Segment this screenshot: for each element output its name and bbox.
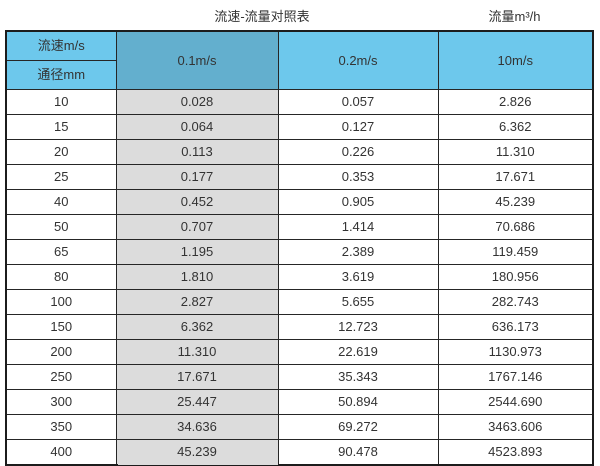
flow-value-cell: 2.827	[115, 289, 279, 315]
velocity-header-0-2ms: 0.2m/s	[277, 30, 439, 90]
flow-value-cell: 6.362	[437, 114, 594, 140]
flow-value-cell: 1.414	[277, 214, 439, 240]
flow-value-cell: 0.905	[277, 189, 439, 215]
flow-value-cell: 45.239	[437, 189, 594, 215]
flow-value-cell: 0.064	[115, 114, 279, 140]
flow-value-cell: 0.707	[115, 214, 279, 240]
flow-value-cell: 0.113	[115, 139, 279, 165]
flow-rate-table: 流速m/s 通径mm 0.1m/s 0.2m/s 10m/s 10 0.028 0.…	[5, 30, 594, 466]
diameter-cell: 10	[5, 89, 117, 115]
diameter-cell: 350	[5, 414, 117, 440]
diameter-cell: 50	[5, 214, 117, 240]
flow-value-cell: 636.173	[437, 314, 594, 340]
velocity-unit-label: 流速m/s	[7, 32, 116, 61]
diameter-cell: 400	[5, 439, 117, 466]
diameter-cell: 15	[5, 114, 117, 140]
table-row: 65 1.195 2.389 119.459	[5, 239, 594, 265]
diameter-cell: 100	[5, 289, 117, 315]
table-row: 300 25.447 50.894 2544.690	[5, 389, 594, 415]
flow-value-cell: 25.447	[115, 389, 279, 415]
flow-value-cell: 50.894	[277, 389, 439, 415]
diameter-cell: 150	[5, 314, 117, 340]
header-row: 流速m/s 通径mm 0.1m/s 0.2m/s 10m/s	[5, 30, 594, 90]
diameter-cell: 65	[5, 239, 117, 265]
velocity-header-10ms: 10m/s	[437, 30, 594, 90]
flow-value-cell: 90.478	[277, 439, 439, 466]
highlight-column-tail	[118, 459, 278, 465]
table-row: 10 0.028 0.057 2.826	[5, 89, 594, 115]
flow-value-cell: 1767.146	[437, 364, 594, 390]
corner-header-cell: 流速m/s 通径mm	[5, 30, 117, 90]
flow-value-cell: 0.452	[115, 189, 279, 215]
diameter-unit-label: 通径mm	[37, 67, 86, 82]
table-row: 80 1.810 3.619 180.956	[5, 264, 594, 290]
table-row: 15 0.064 0.127 6.362	[5, 114, 594, 140]
table-row: 400 45.239 90.478 4523.893	[5, 439, 594, 466]
diameter-cell: 300	[5, 389, 117, 415]
flow-value-cell: 2.389	[277, 239, 439, 265]
table-row: 150 6.362 12.723 636.173	[5, 314, 594, 340]
table-row: 50 0.707 1.414 70.686	[5, 214, 594, 240]
flow-value-cell: 180.956	[437, 264, 594, 290]
titlebar: 流速-流量对照表 流量m³/h	[0, 0, 600, 30]
flow-value-cell: 0.353	[277, 164, 439, 190]
flow-value-cell: 0.226	[277, 139, 439, 165]
flow-value-cell: 3.619	[277, 264, 439, 290]
table-row: 200 11.310 22.619 1130.973	[5, 339, 594, 365]
table-body: 10 0.028 0.057 2.826 15 0.064 0.127 6.362 20 0.11…	[5, 89, 594, 466]
flow-value-cell: 11.310	[437, 139, 594, 165]
flow-unit-label: 流量m³/h	[488, 9, 541, 24]
flow-value-cell: 0.177	[115, 164, 279, 190]
flow-value-cell: 3463.606	[437, 414, 594, 440]
table-row: 40 0.452 0.905 45.239	[5, 189, 594, 215]
flow-value-cell: 1.195	[115, 239, 279, 265]
flow-value-cell: 35.343	[277, 364, 439, 390]
flow-value-cell: 0.028	[115, 89, 279, 115]
flow-value-cell: 2544.690	[437, 389, 594, 415]
diameter-cell: 250	[5, 364, 117, 390]
flow-value-cell: 22.619	[277, 339, 439, 365]
flow-value-cell: 34.636	[115, 414, 279, 440]
flow-value-cell: 70.686	[437, 214, 594, 240]
flow-value-cell: 12.723	[277, 314, 439, 340]
flow-value-cell: 17.671	[115, 364, 279, 390]
flow-value-cell: 11.310	[115, 339, 279, 365]
table-row: 20 0.113 0.226 11.310	[5, 139, 594, 165]
flow-value-cell: 2.826	[437, 89, 594, 115]
flow-value-cell: 282.743	[437, 289, 594, 315]
page-title: 流速-流量对照表	[214, 9, 310, 24]
velocity-header-0-1ms: 0.1m/s	[115, 30, 279, 90]
flow-value-cell: 17.671	[437, 164, 594, 190]
table-row: 350 34.636 69.272 3463.606	[5, 414, 594, 440]
flow-value-cell: 6.362	[115, 314, 279, 340]
flow-value-cell: 0.127	[277, 114, 439, 140]
diameter-cell: 20	[5, 139, 117, 165]
flow-value-cell: 0.057	[277, 89, 439, 115]
table-row: 100 2.827 5.655 282.743	[5, 289, 594, 315]
diameter-cell: 40	[5, 189, 117, 215]
flow-value-cell: 5.655	[277, 289, 439, 315]
flow-value-cell: 1.810	[115, 264, 279, 290]
diameter-cell: 200	[5, 339, 117, 365]
table-row: 250 17.671 35.343 1767.146	[5, 364, 594, 390]
flow-value-cell: 119.459	[437, 239, 594, 265]
flow-value-cell: 4523.893	[437, 439, 594, 466]
flow-value-cell: 69.272	[277, 414, 439, 440]
table-row: 25 0.177 0.353 17.671	[5, 164, 594, 190]
flow-value-cell: 1130.973	[437, 339, 594, 365]
diameter-cell: 80	[5, 264, 117, 290]
diameter-cell: 25	[5, 164, 117, 190]
